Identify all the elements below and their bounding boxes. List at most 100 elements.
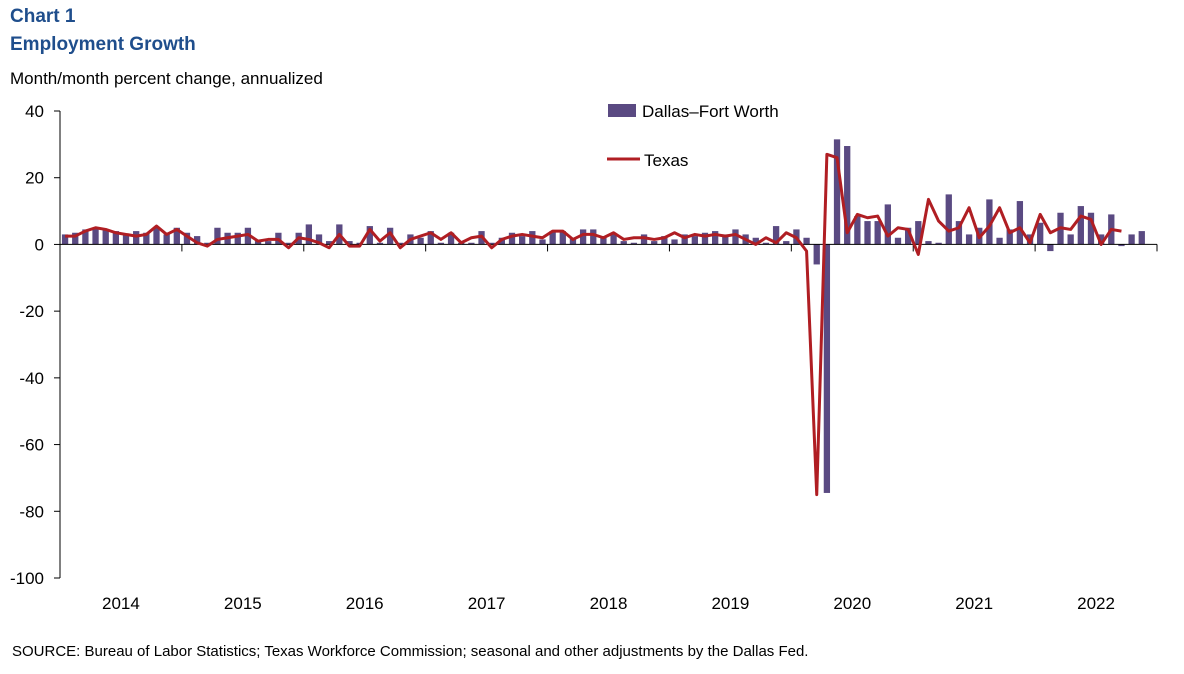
bar: [468, 242, 475, 245]
bar: [143, 232, 150, 245]
bar: [153, 227, 160, 245]
bar: [559, 231, 566, 245]
bar: [72, 232, 79, 245]
x-tick-label: 2020: [833, 594, 871, 613]
bar: [701, 232, 709, 245]
bar: [1006, 229, 1013, 245]
y-axis-unit-label: Month/month percent change, annualized: [10, 69, 323, 88]
x-tick-label: 2015: [224, 594, 262, 613]
bar: [1067, 234, 1074, 245]
bar: [204, 242, 211, 245]
bar: [437, 242, 445, 245]
chart-number: Chart 1: [10, 6, 76, 27]
bar: [600, 236, 607, 245]
bar: [346, 241, 353, 245]
bar: [712, 231, 719, 245]
bar: [519, 236, 526, 245]
bar: [214, 227, 221, 245]
bar: [193, 236, 201, 245]
legend: Dallas–Fort Worth Texas: [607, 102, 779, 170]
bar: [823, 244, 831, 493]
bar: [549, 231, 556, 245]
source-note: SOURCE: Bureau of Labor Statistics; Texa…: [12, 643, 809, 660]
bar: [265, 241, 272, 245]
bar: [285, 242, 292, 245]
bar: [772, 226, 780, 245]
bar: [315, 234, 323, 245]
bar: [651, 241, 658, 245]
bar: [833, 139, 841, 245]
y-tick-label: 40: [25, 102, 44, 121]
bar: [1047, 244, 1054, 252]
bar: [1118, 244, 1125, 247]
bar: [783, 241, 790, 245]
bar: [397, 242, 404, 245]
bar: [955, 221, 963, 245]
bar: [630, 242, 638, 245]
x-tick-label: 2017: [468, 594, 506, 613]
legend-label-dallas-fort-worth: Dallas–Fort Worth: [642, 102, 779, 121]
bar: [752, 237, 759, 245]
y-tick-label: 20: [25, 169, 44, 188]
bar: [945, 194, 952, 245]
bar: [935, 242, 942, 245]
bar: [722, 234, 729, 245]
bar: [732, 229, 739, 245]
bar: [417, 237, 424, 245]
y-tick-label: -100: [10, 569, 44, 588]
bar: [539, 239, 546, 245]
legend-label-texas: Texas: [644, 151, 688, 170]
bar: [925, 241, 932, 245]
bar: [986, 199, 993, 245]
y-tick-label: 0: [35, 235, 44, 254]
bar: [447, 232, 455, 245]
bar: [610, 234, 617, 245]
bar: [183, 232, 191, 245]
axes: 40 20 0 -20 -40 -60 -80 -100 2014 2015 2016 2017 201…: [10, 102, 1158, 613]
bar: [92, 227, 99, 245]
bar: [996, 237, 1003, 245]
x-tick-label: 2018: [590, 594, 628, 613]
bar: [590, 229, 597, 245]
x-tick-label: 2014: [102, 594, 140, 613]
bar: [133, 231, 140, 245]
bar: [762, 242, 770, 245]
bar: [1016, 201, 1024, 245]
bar: [884, 204, 891, 245]
bar: [102, 229, 109, 245]
bar: [569, 237, 577, 245]
y-tick-label: -20: [19, 302, 44, 321]
bar: [904, 227, 912, 245]
bar: [691, 236, 698, 245]
x-tick-label: 2022: [1077, 594, 1115, 613]
dfw-bar-series: [61, 139, 1145, 493]
legend-swatch-dallas-fort-worth: [608, 104, 636, 117]
bar: [844, 146, 851, 245]
bar: [173, 227, 180, 245]
texas-line: [65, 152, 1122, 497]
bar: [671, 239, 678, 245]
chart-title: Employment Growth: [10, 34, 196, 55]
bar: [112, 231, 120, 245]
bar: [813, 244, 820, 265]
bar: [1077, 206, 1084, 245]
bar: [1097, 234, 1105, 245]
bar: [163, 234, 170, 245]
bar: [1128, 234, 1135, 245]
bar: [488, 242, 495, 245]
bar: [854, 216, 861, 245]
bar: [427, 231, 434, 245]
bar: [915, 221, 922, 245]
bar: [254, 241, 262, 245]
bar: [620, 241, 627, 245]
bar: [1087, 212, 1095, 245]
bar: [965, 234, 973, 245]
texas-line-series: [65, 152, 1122, 497]
bar: [1037, 222, 1044, 245]
bar: [864, 221, 871, 245]
x-tick-label: 2016: [346, 594, 384, 613]
bar: [376, 242, 384, 245]
bar: [305, 224, 313, 245]
bar: [803, 237, 810, 245]
